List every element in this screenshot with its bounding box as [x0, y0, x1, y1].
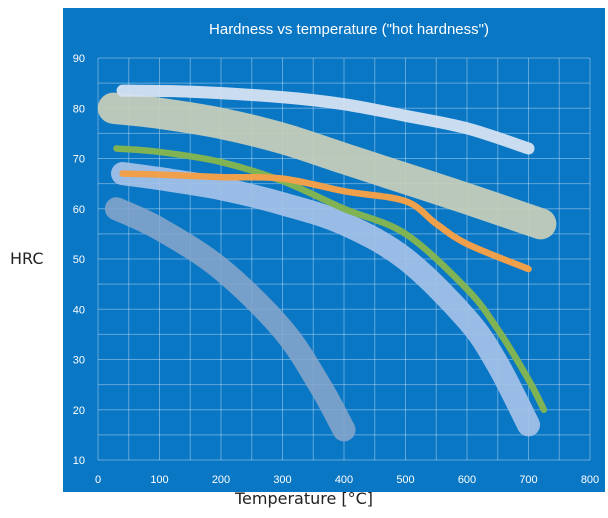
series-band-2: [111, 162, 541, 437]
x-tick-label: 300: [273, 474, 291, 486]
chart-title: Hardness vs temperature ("hot hardness"): [209, 21, 489, 38]
x-tick-label: 700: [519, 474, 537, 486]
series-band-1: [104, 197, 356, 442]
y-tick-labels: 10 20 30 40 50 60 70 80 90: [73, 53, 85, 467]
y-axis-label: HRC: [10, 249, 44, 268]
y-tick-label: 50: [73, 254, 85, 266]
y-tick-label: 80: [73, 103, 85, 115]
x-tick-label: 500: [396, 474, 414, 486]
x-axis-label: Temperature [°C]: [234, 489, 374, 508]
series-band-6: [119, 170, 532, 273]
y-tick-label: 90: [73, 53, 85, 65]
series-band-4: [116, 84, 535, 155]
x-tick-label: 600: [458, 474, 476, 486]
y-tick-label: 60: [73, 204, 85, 216]
y-tick-label: 10: [73, 455, 85, 467]
series-band-3: [97, 92, 557, 240]
x-tick-label: 200: [212, 474, 230, 486]
series-band-5: [113, 145, 548, 414]
series-layer: [97, 84, 557, 442]
y-tick-label: 40: [73, 304, 85, 316]
x-tick-labels: 0 100 200 300 400 500 600 700 800: [95, 474, 599, 486]
y-tick-label: 20: [73, 405, 85, 417]
y-tick-label: 30: [73, 355, 85, 367]
x-tick-label: 100: [150, 474, 168, 486]
y-tick-label: 70: [73, 154, 85, 166]
x-tick-label: 0: [95, 474, 101, 486]
x-tick-label: 400: [335, 474, 353, 486]
x-tick-label: 800: [581, 474, 599, 486]
